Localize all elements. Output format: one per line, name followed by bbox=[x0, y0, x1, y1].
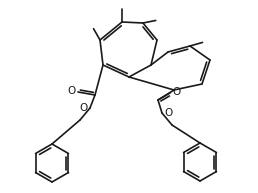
Text: O: O bbox=[80, 103, 88, 113]
Text: O: O bbox=[68, 86, 76, 96]
Text: O: O bbox=[172, 87, 180, 97]
Text: O: O bbox=[164, 108, 172, 118]
